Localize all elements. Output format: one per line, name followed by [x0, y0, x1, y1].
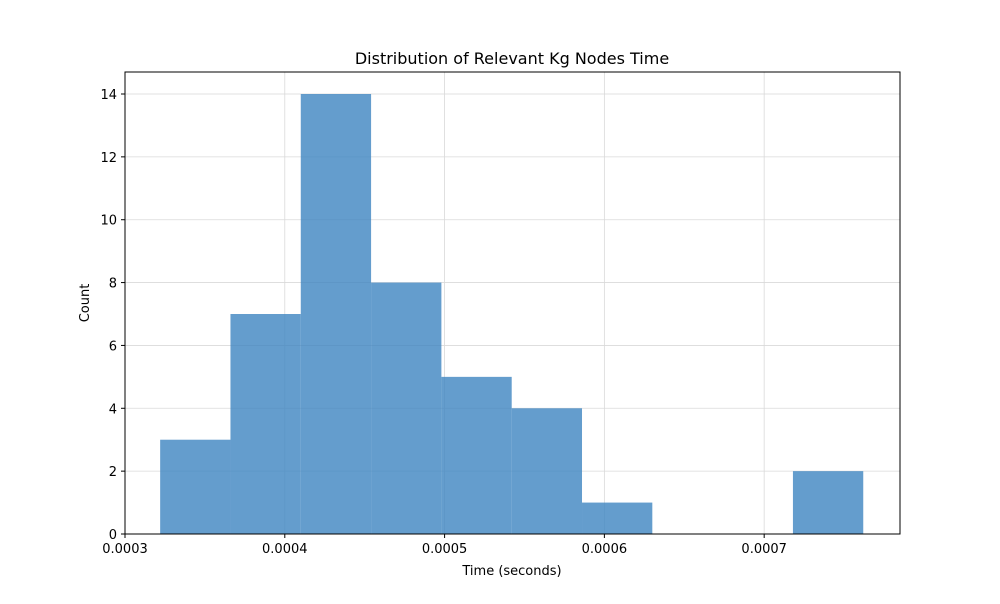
- histogram-bar: [230, 314, 301, 534]
- y-tick-label: 0: [109, 528, 117, 543]
- chart-title: Distribution of Relevant Kg Nodes Time: [355, 49, 669, 68]
- y-tick-label: 4: [109, 402, 117, 417]
- histogram-bar: [300, 94, 372, 534]
- bars-layer: [160, 94, 864, 534]
- y-tick-label: 8: [109, 277, 117, 292]
- ticks-layer: 0.0003 0.0004 0.0005 0.0006 0.0007 0 2 4 6 8 10 12 1…: [100, 88, 786, 557]
- x-tick-label: 0.0003: [102, 542, 148, 557]
- histogram-bar: [371, 282, 442, 534]
- x-tick-label: 0.0004: [262, 542, 308, 557]
- histogram-bar: [511, 408, 583, 534]
- x-tick-label: 0.0006: [582, 542, 628, 557]
- x-axis-label: Time (seconds): [461, 564, 561, 579]
- histogram-bar: [441, 376, 512, 534]
- histogram-bar: [160, 439, 231, 534]
- y-tick-label: 2: [109, 465, 117, 480]
- plot-frame: [124, 71, 901, 535]
- x-tick-label: 0.0005: [422, 542, 468, 557]
- histogram-bar: [792, 471, 864, 534]
- y-axis-label: Count: [78, 284, 93, 323]
- histogram-bar: [582, 502, 653, 534]
- y-tick-label: 10: [100, 214, 117, 229]
- y-tick-label: 6: [109, 339, 117, 354]
- x-tick-label: 0.0007: [741, 542, 787, 557]
- y-tick-label: 14: [100, 88, 117, 103]
- y-tick-label: 12: [100, 151, 117, 166]
